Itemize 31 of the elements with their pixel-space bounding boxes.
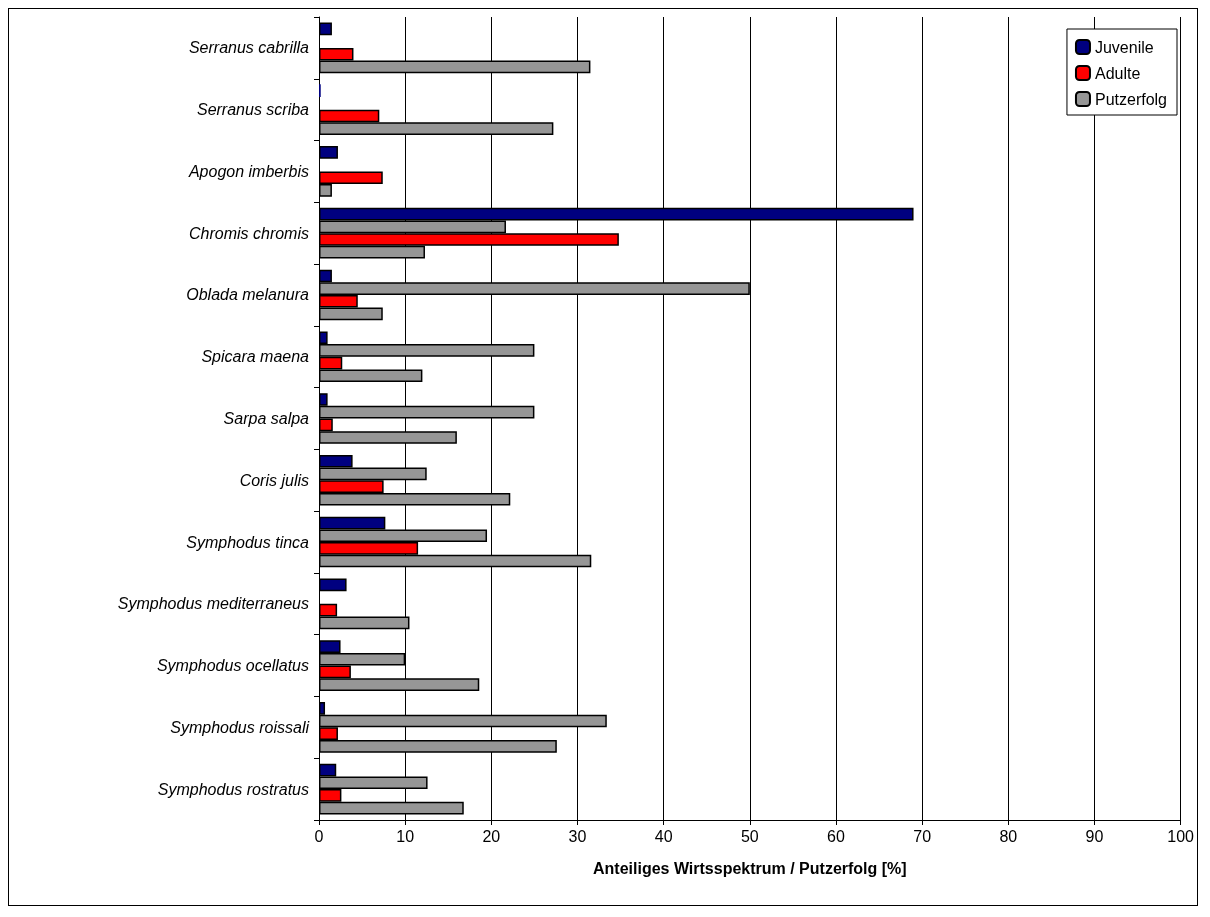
x-tick-label: 0 [314,827,324,845]
legend-label: Putzerfolg [1094,90,1168,108]
bar [319,578,347,592]
x-tick-label: 90 [1085,827,1104,845]
x-tick-label: 40 [654,827,673,845]
y-tick-label: Chromis chromis [188,224,309,242]
y-tick-label: Apogon imberbis [187,162,309,180]
y-tick-label: Symphodus tinca [186,533,310,551]
y-tick-label: Symphodus mediterraneus [117,595,309,613]
y-tick-label: Sarpa salpa [223,410,310,427]
y-tick-label: Serranus cabrilla [188,39,310,57]
bar [319,22,332,36]
bar [319,146,338,159]
y-tick-label: Coris julis [239,471,309,489]
x-tick-label: 10 [396,827,415,845]
x-tick-label: 50 [740,827,759,845]
y-tick-label: Symphodus roissali [170,718,310,736]
x-tick-label: 70 [913,827,932,845]
x-tick-label: 30 [568,827,587,845]
legend-label: Adulte [1094,64,1141,82]
x-tick-label: 80 [999,827,1018,845]
legend-label: Juvenile [1094,38,1154,56]
y-tick-label: Serranus scriba [196,101,310,119]
x-tick-label: 100 [1167,827,1195,845]
x-axis-title: Anteiliges Wirtsspektrum / Putzerfolg [%] [592,859,907,877]
y-tick-label: Symphodus ocellatus [156,657,309,675]
x-tick-label: 20 [482,827,501,845]
y-tick-label: Symphodus rostratus [157,780,309,798]
y-tick-label: Spicara maena [201,348,310,366]
x-tick-label: 60 [827,827,845,845]
y-tick-label: Oblada melanura [186,286,310,304]
